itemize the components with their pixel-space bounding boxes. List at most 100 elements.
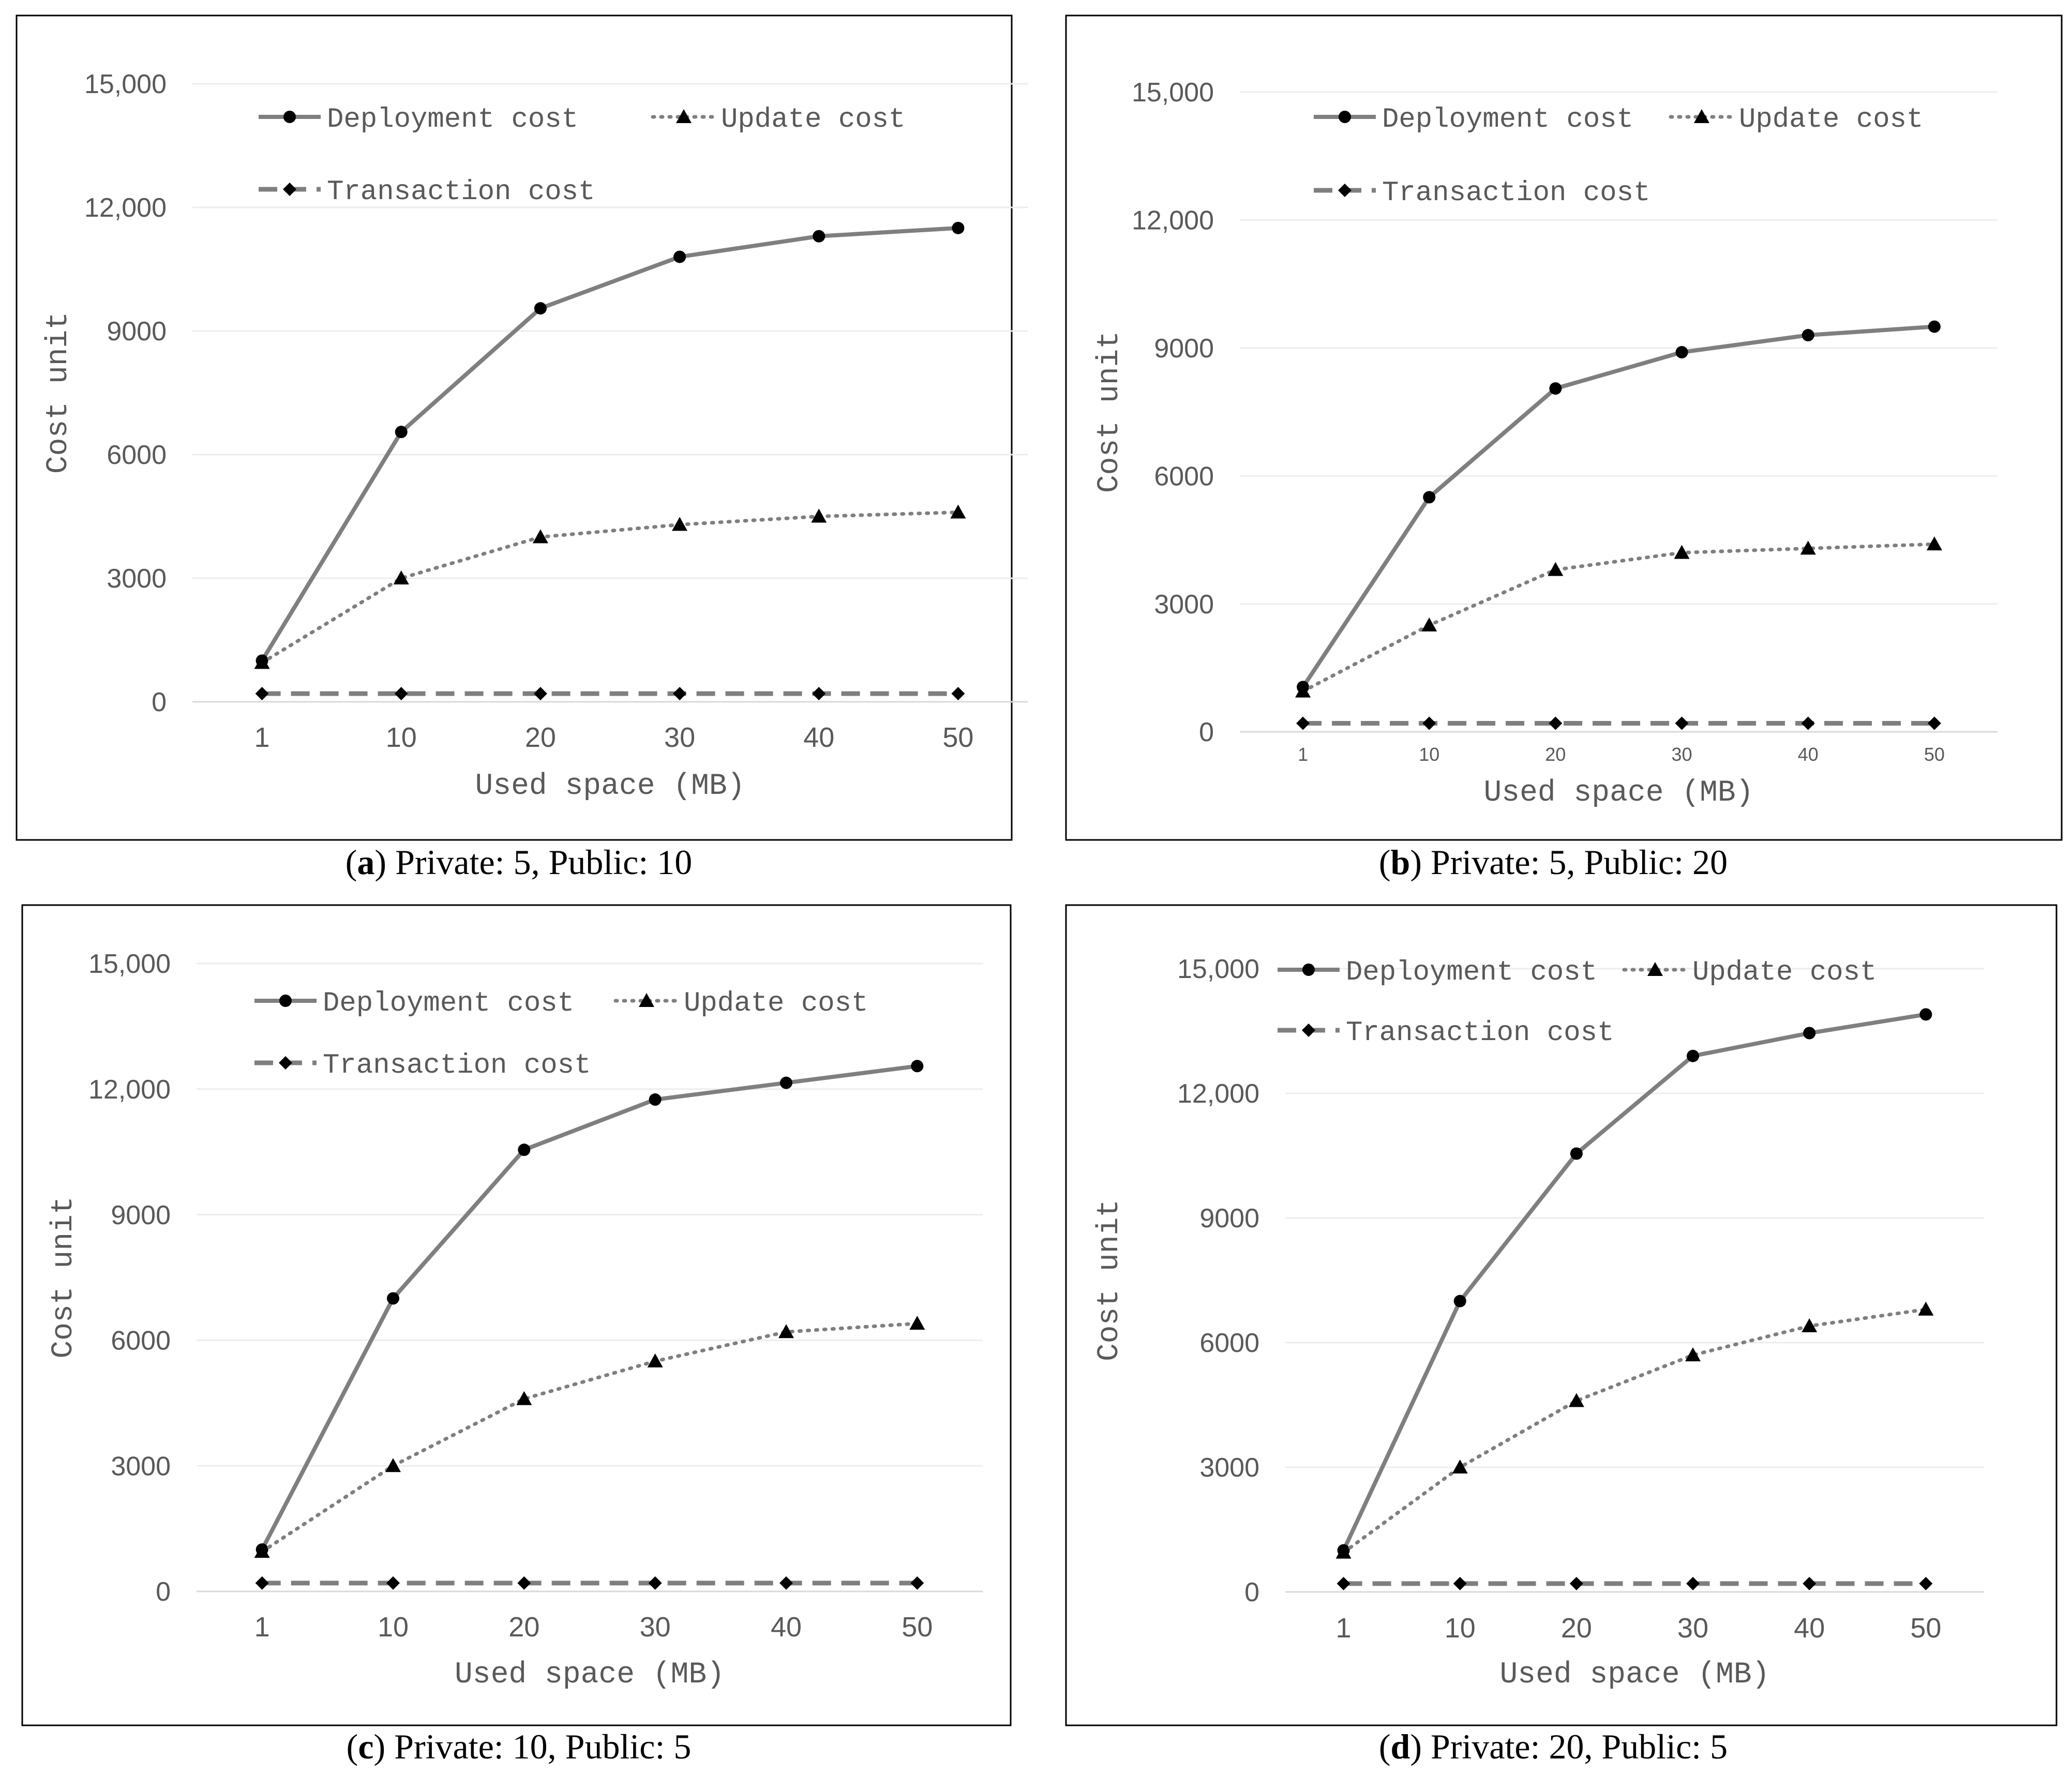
data-point-update-cost — [516, 1391, 532, 1405]
x-tick-label: 1 — [1336, 1613, 1352, 1644]
legend-marker — [1302, 1024, 1315, 1037]
data-point-transaction-cost — [673, 687, 687, 701]
legend-entry-transaction-cost: Transaction cost — [1314, 177, 1650, 209]
x-axis-title: Used space (MB) — [475, 770, 745, 803]
data-point-update-cost — [393, 570, 409, 584]
x-tick-label: 30 — [664, 722, 695, 753]
data-point-deployment-cost — [911, 1060, 924, 1073]
data-point-deployment-cost — [1687, 1049, 1700, 1062]
y-tick-label: 3000 — [1154, 590, 1214, 620]
x-tick-label: 40 — [1798, 744, 1819, 765]
x-tick-label: 1 — [1298, 744, 1308, 765]
data-point-deployment-cost — [518, 1144, 531, 1156]
data-point-update-cost — [254, 655, 270, 669]
legend-entry-deployment-cost: Deployment cost — [259, 104, 578, 136]
y-tick-label: 15,000 — [1132, 78, 1214, 108]
x-tick-label: 10 — [1445, 1613, 1476, 1644]
y-tick-label: 9000 — [111, 1200, 171, 1230]
legend-marker — [279, 1056, 292, 1070]
legend-marker — [1694, 109, 1709, 123]
data-point-transaction-cost — [1927, 716, 1941, 730]
data-point-transaction-cost — [394, 687, 408, 701]
data-point-transaction-cost — [779, 1576, 793, 1590]
caption-text: Private: 20, Public: 5 — [1431, 1727, 1728, 1766]
data-point-update-cost — [532, 529, 548, 544]
y-axis-title: Cost unit — [47, 1196, 81, 1358]
caption-paren-open: ( — [347, 1727, 358, 1766]
x-tick-label: 20 — [508, 1612, 539, 1643]
caption-letter: a — [357, 843, 374, 882]
data-point-update-cost — [1926, 536, 1942, 551]
data-point-update-cost — [1674, 545, 1690, 559]
x-axis-title: Used space (MB) — [455, 1658, 725, 1692]
series-line-update-cost — [260, 1321, 919, 1554]
data-point-deployment-cost — [395, 426, 408, 439]
y-tick-label: 9000 — [1154, 334, 1214, 364]
data-point-update-cost — [1421, 617, 1437, 631]
legend-entry-transaction-cost: Transaction cost — [259, 176, 595, 208]
legend-label: Deployment cost — [1382, 104, 1633, 136]
data-point-deployment-cost — [387, 1292, 399, 1305]
y-tick-label: 6000 — [107, 440, 167, 470]
legend-marker — [279, 995, 292, 1007]
data-point-deployment-cost — [673, 250, 686, 263]
y-tick-label: 15,000 — [88, 949, 171, 979]
panel-caption-c: (c) Private: 10, Public: 5 — [347, 1727, 692, 1766]
y-axis-title: Cost unit — [42, 312, 76, 474]
series-line-update-cost — [1342, 1307, 1928, 1555]
data-point-transaction-cost — [517, 1576, 531, 1590]
series-line-deployment-cost — [1341, 1012, 1927, 1552]
caption-text: Private: 5, Public: 20 — [1431, 843, 1728, 882]
legend-label: Update cost — [684, 988, 868, 1019]
caption-paren-open: ( — [346, 843, 357, 882]
legend-marker — [283, 183, 296, 196]
y-tick-label: 6000 — [1199, 1328, 1259, 1358]
legend-marker — [1302, 964, 1315, 976]
data-point-deployment-cost — [952, 221, 965, 234]
x-tick-label: 10 — [386, 722, 417, 753]
data-point-update-cost — [385, 1458, 401, 1472]
legend-entry-deployment-cost: Deployment cost — [1314, 104, 1633, 136]
legend-entry-update-cost: Update cost — [1622, 957, 1876, 988]
series-line-deployment-cost — [1301, 324, 1935, 688]
caption-letter: d — [1390, 1727, 1410, 1766]
data-point-deployment-cost — [1801, 329, 1814, 342]
data-point-transaction-cost — [1569, 1576, 1583, 1590]
y-tick-label: 3000 — [107, 564, 167, 594]
data-point-deployment-cost — [534, 302, 547, 315]
chart-panel-d: 0 3000 6000 9000 12,000 15,000 1 10 20 30 40 50 Used… — [1065, 904, 2058, 1726]
y-axis-title: Cost unit — [1093, 331, 1127, 493]
data-point-transaction-cost — [1686, 1576, 1700, 1590]
y-tick-label: 0 — [1199, 717, 1214, 747]
panel-caption-d: (d) Private: 20, Public: 5 — [1379, 1727, 1728, 1766]
data-point-deployment-cost — [649, 1093, 662, 1106]
y-tick-label: 15,000 — [1177, 954, 1259, 984]
legend-marker — [1338, 184, 1352, 197]
y-tick-label: 12,000 — [1177, 1079, 1259, 1109]
data-point-deployment-cost — [813, 230, 825, 243]
legend-entry-transaction-cost: Transaction cost — [254, 1050, 591, 1081]
data-point-deployment-cost — [1928, 320, 1941, 333]
legend-entry-transaction-cost: Transaction cost — [1278, 1017, 1614, 1049]
data-point-transaction-cost — [951, 687, 965, 701]
data-point-update-cost — [1295, 683, 1311, 698]
x-tick-label: 20 — [1545, 744, 1566, 765]
data-point-update-cost — [254, 1544, 270, 1558]
legend-entry-update-cost: Update cost — [613, 988, 868, 1019]
y-tick-label: 3000 — [1199, 1453, 1259, 1483]
y-tick-label: 12,000 — [1132, 206, 1214, 236]
legend-label: Deployment cost — [323, 988, 574, 1019]
caption-letter: c — [358, 1727, 373, 1766]
y-tick-label: 9000 — [107, 317, 167, 347]
data-point-transaction-cost — [1675, 716, 1689, 730]
data-point-update-cost — [672, 517, 688, 531]
y-tick-label: 12,000 — [88, 1075, 171, 1105]
x-tick-label: 40 — [803, 722, 834, 753]
data-point-transaction-cost — [648, 1576, 662, 1590]
data-point-update-cost — [1452, 1460, 1468, 1473]
legend-entry-update-cost: Update cost — [1669, 104, 1923, 136]
data-point-update-cost — [909, 1316, 925, 1330]
data-point-deployment-cost — [1453, 1295, 1466, 1307]
y-tick-label: 6000 — [111, 1326, 171, 1356]
x-axis-title: Used space (MB) — [1499, 1658, 1769, 1692]
